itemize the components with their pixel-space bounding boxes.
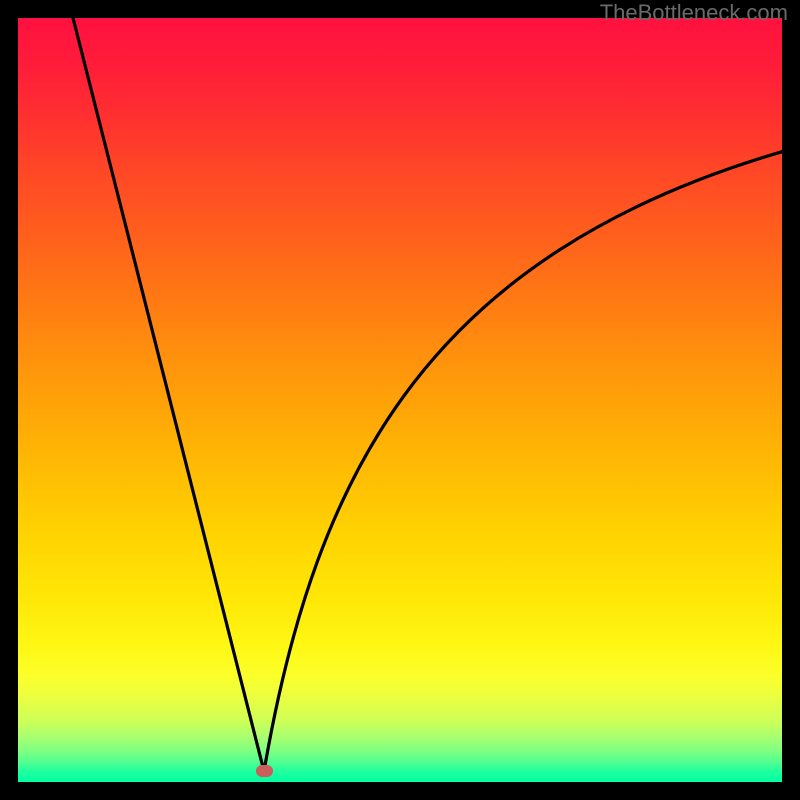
vertex-marker xyxy=(256,765,273,777)
bottleneck-curve xyxy=(18,18,782,782)
curve-path xyxy=(73,18,782,771)
watermark-text: TheBottleneck.com xyxy=(600,0,788,26)
figure-root: TheBottleneck.com xyxy=(0,0,800,800)
plot-area xyxy=(18,18,782,782)
